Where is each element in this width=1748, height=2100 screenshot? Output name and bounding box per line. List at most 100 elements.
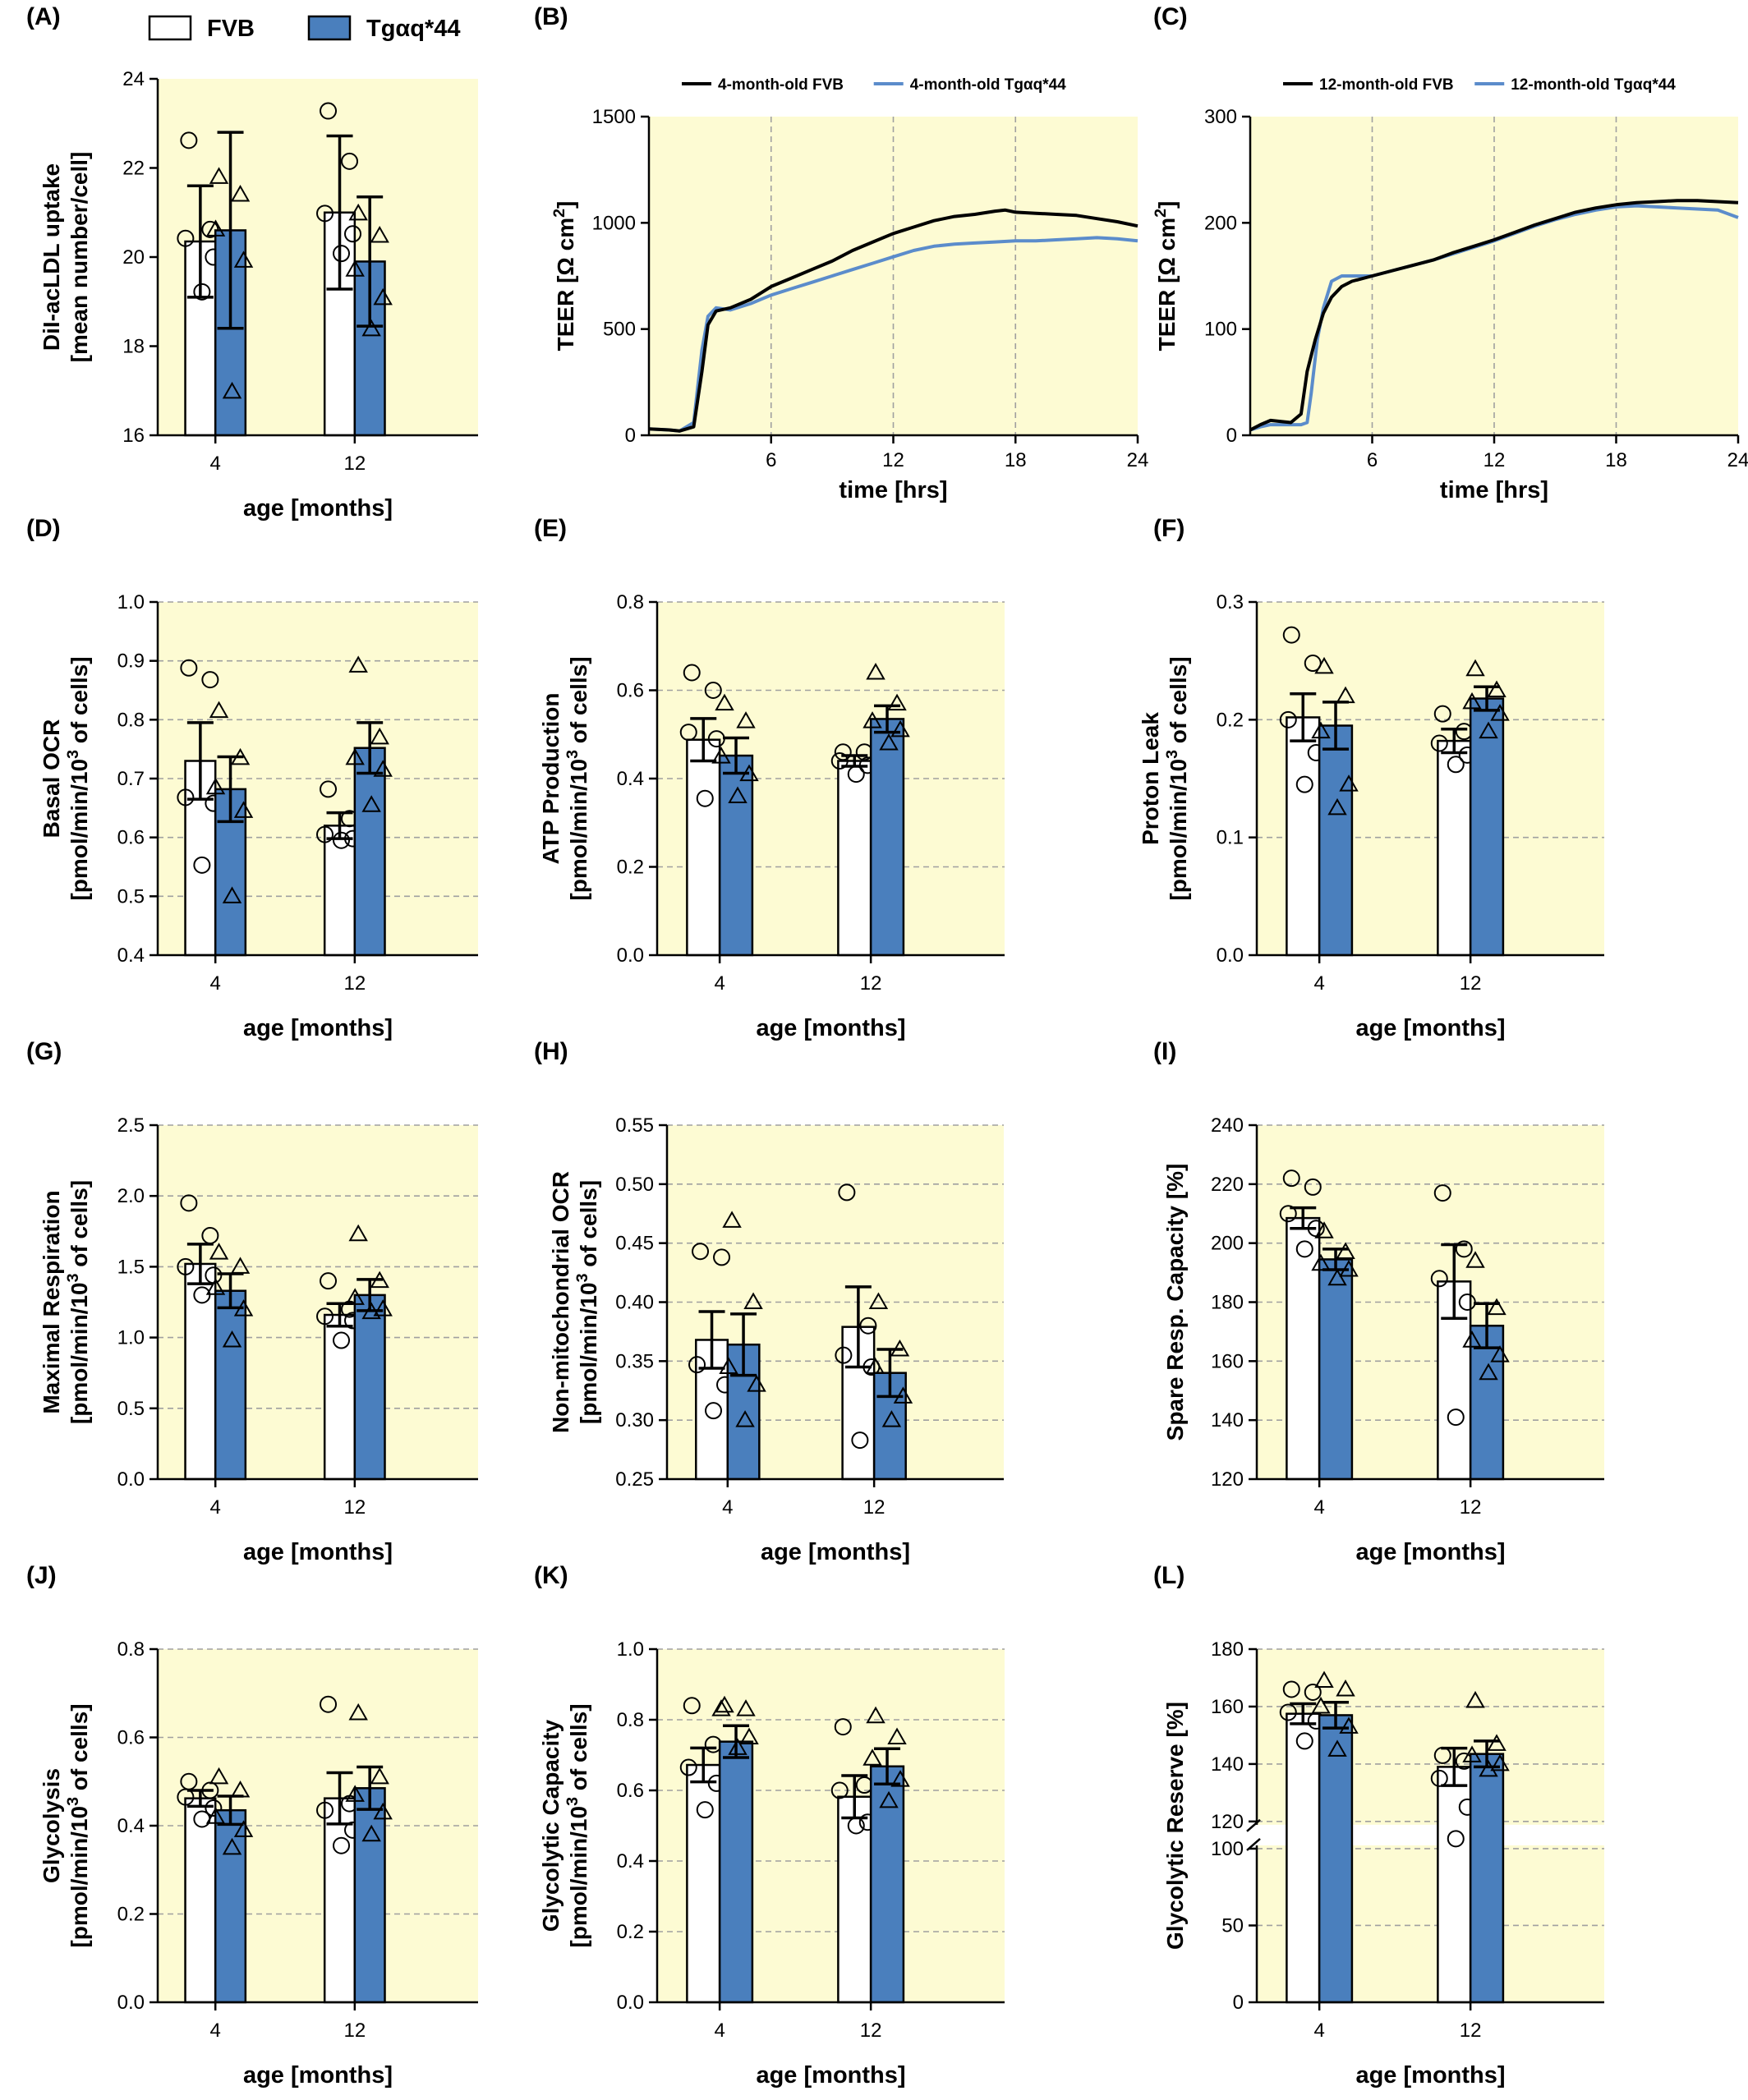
- y-tick-label: 0.6: [117, 827, 145, 849]
- panel-letter: (J): [26, 1562, 57, 1589]
- bar-tg-4: [214, 1289, 247, 1481]
- data-point-fvb: [1282, 626, 1300, 644]
- data-point-tg: [1490, 704, 1510, 721]
- data-point-tg: [893, 1386, 913, 1404]
- data-point-fvb: [320, 102, 338, 120]
- panel-letter: (K): [534, 1562, 568, 1589]
- bar-tg-12: [353, 747, 386, 957]
- panel-A: (A) 4 12 16 18 20 22 24 age [months] DiI-acLDL up…: [26, 3, 478, 522]
- panel-letter: (E): [534, 515, 567, 542]
- bar-tg-4: [718, 754, 754, 957]
- data-point-fvb: [316, 1801, 334, 1819]
- data-point-tg: [1479, 1362, 1498, 1381]
- legend: FVB Tgαq*44: [148, 15, 461, 42]
- x-axis-label: age [months]: [761, 1539, 910, 1565]
- data-point-tg: [1487, 1298, 1506, 1316]
- data-point-fvb: [1430, 734, 1448, 752]
- data-point-tg: [735, 1410, 755, 1427]
- y-axis-label: [mean number/cell]: [67, 152, 92, 363]
- data-point-fvb: [333, 831, 351, 849]
- x-axis-label: age [months]: [243, 495, 393, 522]
- y-tick-label: 200: [1204, 212, 1237, 234]
- panel-K: (K) 4 12 0.0 0.2 0.4 0.6 0.8 1.0 age [months] Glyc…: [534, 1562, 1005, 2089]
- y-axis-label: Glycolysis: [39, 1768, 64, 1883]
- y-tick-label: 0.4: [617, 768, 644, 790]
- y-axis-label: Basal OCR: [39, 719, 64, 839]
- data-point-fvb: [847, 1817, 865, 1835]
- y-tick-label: 0.6: [117, 1727, 145, 1749]
- y-tick-label: 22: [122, 158, 145, 180]
- data-point-tg: [715, 1695, 734, 1713]
- data-point-fvb: [177, 1788, 195, 1806]
- data-point-tg: [879, 733, 899, 751]
- data-point-tg: [230, 185, 251, 202]
- y-axis-label: [pmol/min/103 of cells]: [64, 656, 92, 900]
- data-point-tg: [345, 260, 365, 277]
- data-point-tg: [205, 777, 226, 795]
- data-point-tg: [866, 662, 886, 680]
- y-tick-label: 0.5: [117, 885, 145, 908]
- y-axis-label: [pmol/min/103 of cells]: [64, 1180, 92, 1424]
- x-tick-label: 4: [210, 1496, 221, 1519]
- x-tick-label: 18: [1605, 449, 1627, 471]
- panel-letter: (F): [1153, 515, 1184, 542]
- bar-tg-12: [869, 1765, 905, 2004]
- legend-label-tg: Tgαq*44: [366, 16, 461, 42]
- bar-tg-12: [869, 718, 905, 957]
- data-point-tg: [879, 1790, 899, 1808]
- series-line-fvb: [648, 208, 1138, 433]
- y-tick-label: 2.5: [117, 1114, 145, 1137]
- data-point-tg: [233, 801, 254, 818]
- panel-J: (J) 4 12 0.0 0.2 0.4 0.6 0.8 age [months] Glycoly…: [26, 1562, 478, 2089]
- panel-letter: (L): [1153, 1562, 1184, 1589]
- data-point-tg: [1336, 686, 1355, 704]
- data-point-tg: [1336, 1242, 1355, 1259]
- data-point-tg: [728, 1738, 748, 1755]
- x-tick-label: 18: [1005, 449, 1027, 471]
- y-tick-label: 0.35: [615, 1350, 654, 1372]
- data-point-tg: [230, 1780, 251, 1798]
- x-tick-label: 12: [343, 1496, 366, 1519]
- data-point-fvb: [1447, 756, 1465, 774]
- data-point-tg: [890, 719, 910, 738]
- data-point-fvb: [830, 752, 849, 770]
- data-point-fvb: [696, 789, 714, 807]
- x-tick-label: 4: [210, 2020, 221, 2042]
- y-axis-label: [pmol/min/103 of cells]: [573, 1180, 601, 1424]
- y-tick-label: 16: [122, 425, 145, 447]
- axis-break-mark: [1246, 1818, 1261, 1832]
- data-point-tg: [373, 1802, 393, 1820]
- data-point-tg: [233, 1299, 254, 1317]
- data-point-fvb: [1279, 710, 1297, 728]
- data-point-fvb: [1279, 1703, 1297, 1721]
- data-point-tg: [348, 655, 368, 673]
- x-tick-label: 12: [882, 449, 904, 471]
- panel-C: (C) 0 100 200 300 6 12 18 24 time [hrs] TEER [Ω cm…: [1152, 3, 1748, 503]
- bar-fvb-12: [1437, 739, 1472, 957]
- y-tick-label: 0.40: [615, 1292, 654, 1314]
- x-axis-label: time [hrs]: [1440, 477, 1548, 503]
- y-tick-label: 0.2: [1217, 709, 1244, 731]
- data-point-tg: [1327, 1268, 1347, 1286]
- data-point-fvb: [1282, 1169, 1300, 1188]
- data-point-tg: [1314, 1221, 1334, 1238]
- x-tick-label: 12: [343, 453, 366, 475]
- data-point-fvb: [851, 1431, 869, 1450]
- legend-label: 12-month-old Tgαq*44: [1511, 76, 1676, 94]
- data-point-tg: [711, 747, 731, 764]
- data-point-fvb: [713, 1248, 731, 1266]
- y-tick-label: 50: [1221, 1914, 1244, 1937]
- data-point-fvb: [835, 1346, 853, 1364]
- x-tick-label: 12: [343, 972, 366, 995]
- data-point-tg: [1311, 1253, 1331, 1271]
- data-point-tg: [743, 1292, 763, 1309]
- y-tick-label: 180: [1211, 1638, 1244, 1661]
- bar-fvb-12: [837, 1795, 872, 2004]
- data-point-tg: [887, 693, 907, 711]
- bar-tg-4: [1318, 1714, 1354, 2004]
- y-tick-label: 0.55: [615, 1114, 654, 1137]
- bar-fvb-4: [1286, 716, 1321, 957]
- data-point-tg: [1462, 1745, 1482, 1762]
- data-point-tg: [1490, 1753, 1510, 1771]
- x-tick-label: 4: [714, 2020, 724, 2042]
